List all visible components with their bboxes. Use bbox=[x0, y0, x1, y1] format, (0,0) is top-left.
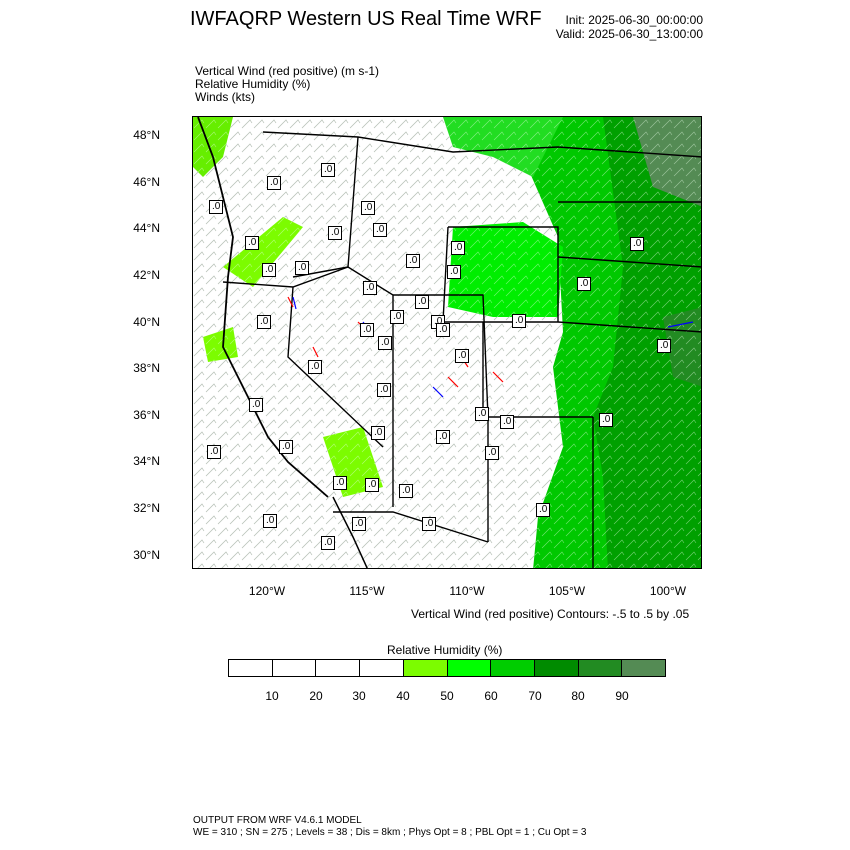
init-time: Init: 2025-06-30_00:00:00 bbox=[565, 13, 703, 27]
map-canvas bbox=[193, 117, 701, 568]
lon-label-100: 100°W bbox=[649, 584, 687, 598]
lat-label-46: 46°N bbox=[133, 175, 160, 189]
contour-label: .0 bbox=[263, 514, 278, 528]
lat-label-38: 38°N bbox=[133, 361, 160, 375]
colorbar-label-50: 50 bbox=[440, 689, 454, 703]
contour-label: .0 bbox=[373, 223, 388, 237]
contour-label: .0 bbox=[360, 323, 375, 337]
contour-label: .0 bbox=[475, 407, 490, 421]
colorbar-label-40: 40 bbox=[396, 689, 410, 703]
lat-label-36: 36°N bbox=[133, 408, 160, 422]
colorbar-box bbox=[578, 660, 623, 676]
baja-coast bbox=[332, 496, 368, 568]
contour-label: .0 bbox=[249, 398, 264, 412]
colorbar-label-20: 20 bbox=[309, 689, 323, 703]
lon-label-110: 110°W bbox=[449, 584, 485, 598]
lat-label-44: 44°N bbox=[133, 221, 160, 235]
footer-model: OUTPUT FROM WRF V4.6.1 MODEL bbox=[193, 815, 362, 826]
footer-config: WE = 310 ; SN = 275 ; Levels = 38 ; Dis … bbox=[193, 827, 587, 838]
lat-label-42: 42°N bbox=[133, 268, 160, 282]
contour-label: .0 bbox=[245, 236, 260, 250]
contour-label: .0 bbox=[406, 254, 421, 268]
lon-label-105: 105°W bbox=[548, 584, 586, 598]
contour-label: .0 bbox=[257, 315, 272, 329]
contour-label: .0 bbox=[390, 310, 405, 324]
contour-label: .0 bbox=[207, 445, 222, 459]
colorbar-box bbox=[622, 660, 666, 676]
lon-label-115: 115°W bbox=[349, 584, 385, 598]
colorbar-box bbox=[360, 660, 404, 676]
contour-label: .0 bbox=[378, 336, 393, 350]
lat-label-30: 30°N bbox=[133, 548, 160, 562]
contour-label: .0 bbox=[363, 281, 378, 295]
contour-label: .0 bbox=[321, 163, 336, 177]
contour-label: .0 bbox=[415, 295, 430, 309]
lat-label-40: 40°N bbox=[133, 315, 160, 329]
contour-label: .0 bbox=[630, 237, 645, 251]
contour-label: .0 bbox=[279, 440, 294, 454]
contour-label: .0 bbox=[422, 517, 437, 531]
contour-label: .0 bbox=[657, 339, 672, 353]
contour-label: .0 bbox=[451, 241, 466, 255]
field-label-vertical-wind: Vertical Wind (red positive) (m s-1) bbox=[195, 64, 380, 78]
lat-label-34: 34°N bbox=[133, 454, 160, 468]
contour-label: .0 bbox=[599, 413, 614, 427]
contour-label: .0 bbox=[500, 415, 515, 429]
colorbar-box bbox=[316, 660, 361, 676]
humidity-fill bbox=[193, 117, 701, 568]
contour-label: .0 bbox=[485, 446, 500, 460]
contour-label: .0 bbox=[321, 536, 336, 550]
state-borders bbox=[222, 131, 701, 568]
colorbar-box bbox=[534, 660, 579, 676]
colorbar-label-60: 60 bbox=[484, 689, 498, 703]
lon-label-120: 120°W bbox=[248, 584, 286, 598]
contour-label: .0 bbox=[377, 383, 392, 397]
contour-label: .0 bbox=[455, 349, 470, 363]
contour-label: .0 bbox=[512, 314, 527, 328]
colorbar-box bbox=[491, 660, 535, 676]
field-label-relative-humidity: Relative Humidity (%) bbox=[195, 77, 311, 91]
contour-label: .0 bbox=[295, 261, 310, 275]
colorbar-box bbox=[447, 660, 492, 676]
colorbar-label-80: 80 bbox=[571, 689, 585, 703]
contour-label: .0 bbox=[365, 478, 380, 492]
contour-label: .0 bbox=[308, 360, 323, 374]
valid-time: Valid: 2025-06-30_13:00:00 bbox=[555, 27, 703, 41]
colorbar-label-90: 90 bbox=[615, 689, 629, 703]
contour-label: .0 bbox=[399, 484, 414, 498]
field-label-winds: Winds (kts) bbox=[195, 90, 255, 104]
contour-label: .0 bbox=[328, 226, 343, 240]
contour-label: .0 bbox=[577, 277, 592, 291]
colorbar-box bbox=[229, 660, 273, 676]
map-panel bbox=[192, 116, 702, 569]
contour-label: .0 bbox=[447, 265, 462, 279]
colorbar-box bbox=[272, 660, 317, 676]
contour-label: .0 bbox=[267, 176, 282, 190]
contour-label: .0 bbox=[361, 201, 376, 215]
colorbar-label-30: 30 bbox=[352, 689, 366, 703]
contour-label: .0 bbox=[436, 323, 451, 337]
contour-label: .0 bbox=[262, 263, 277, 277]
lat-label-32: 32°N bbox=[133, 501, 160, 515]
contour-label: .0 bbox=[209, 200, 224, 214]
contour-label: .0 bbox=[371, 426, 386, 440]
contour-label: .0 bbox=[536, 503, 551, 517]
chart-title: IWFAQRP Western US Real Time WRF bbox=[190, 8, 542, 30]
colorbar-title: Relative Humidity (%) bbox=[387, 643, 503, 657]
contour-label: .0 bbox=[436, 430, 451, 444]
colorbar bbox=[228, 659, 666, 677]
colorbar-label-10: 10 bbox=[265, 689, 279, 703]
contour-note: Vertical Wind (red positive) Contours: -… bbox=[411, 607, 690, 621]
colorbar-box bbox=[403, 660, 448, 676]
contour-label: .0 bbox=[333, 476, 348, 490]
colorbar-label-70: 70 bbox=[528, 689, 542, 703]
lat-label-48: 48°N bbox=[133, 128, 160, 142]
contour-label: .0 bbox=[352, 517, 367, 531]
